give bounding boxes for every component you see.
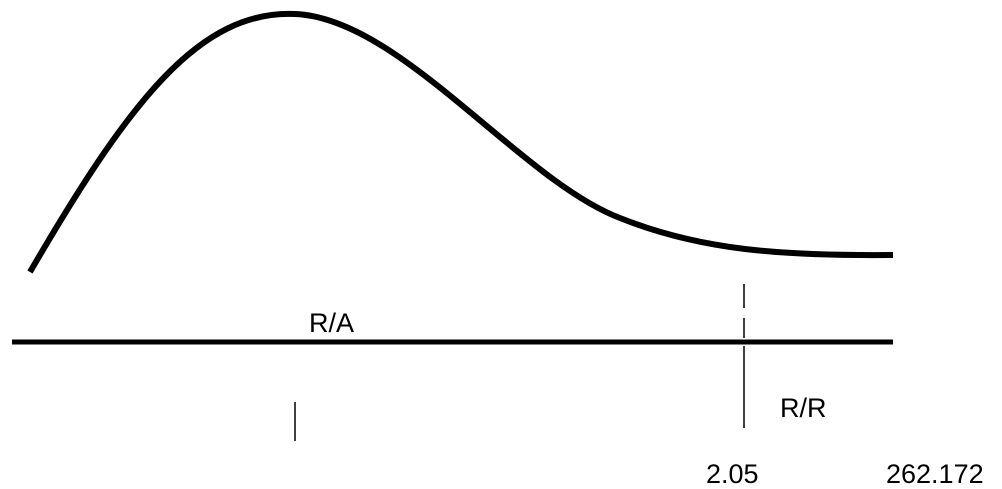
region-label-ra: R/A	[309, 308, 355, 338]
region-label-rr: R/R	[780, 393, 827, 423]
threshold-value-label: 2.05	[706, 459, 759, 489]
distribution-curve	[27, 10, 894, 274]
end-value-label: 262.172	[886, 459, 984, 489]
